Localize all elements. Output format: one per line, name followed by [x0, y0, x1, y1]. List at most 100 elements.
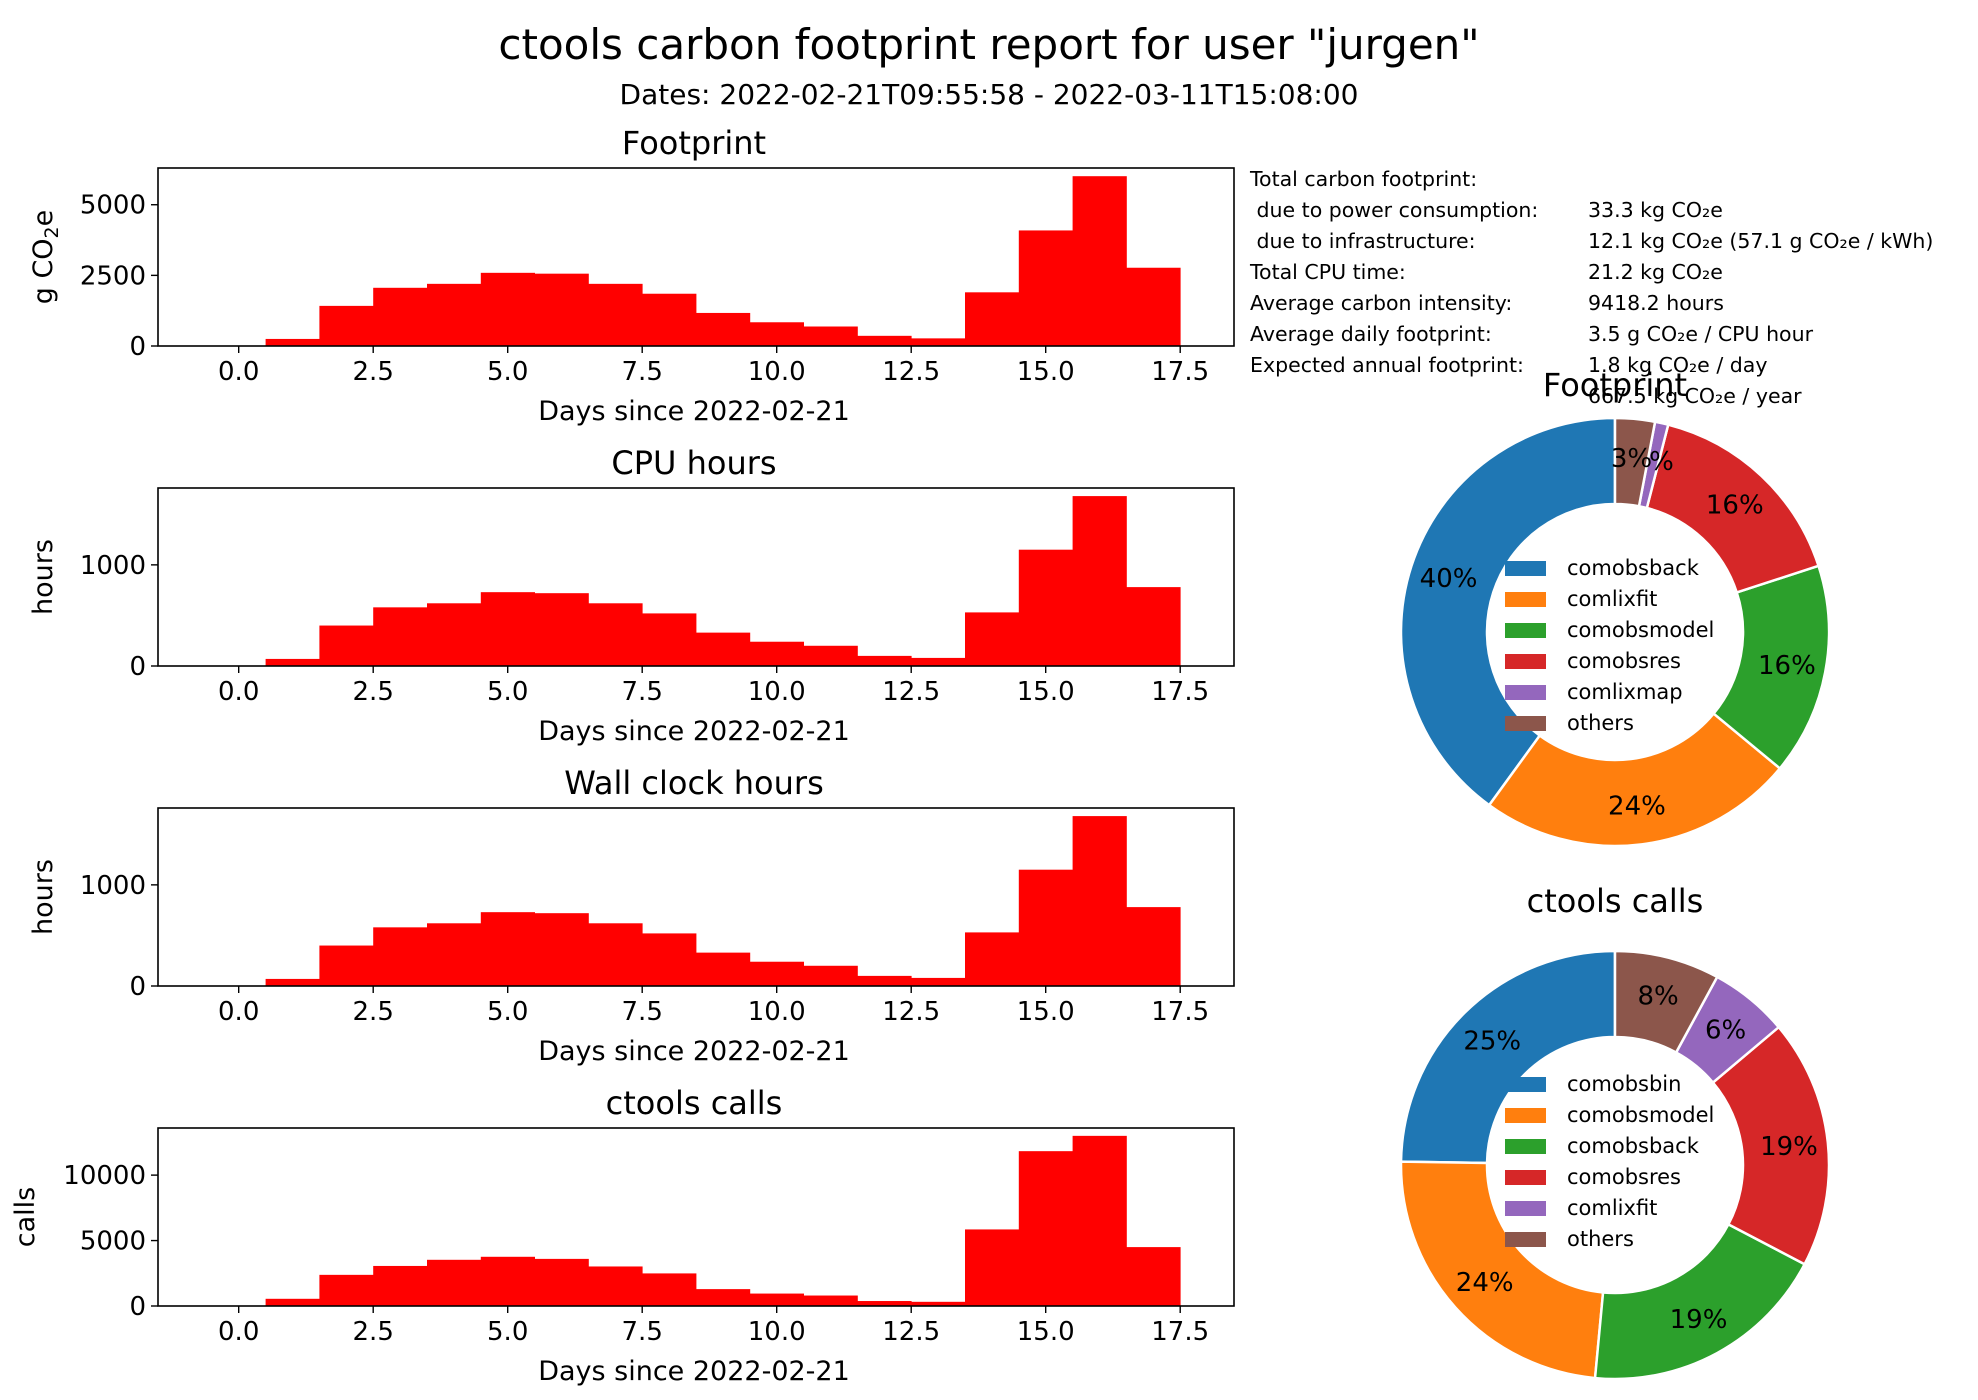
y-axis-label: hours: [28, 539, 59, 615]
summary-row-annual: Expected annual footprint: 667.5 kg CO₂e…: [1250, 319, 1802, 408]
bar: [588, 1266, 643, 1306]
bar: [1072, 496, 1127, 666]
summary-row-cpu-time: Total CPU time: 9418.2 hours: [1250, 226, 1724, 315]
summary-row-daily: Average daily footprint: 1.8 kg CO₂e / d…: [1250, 288, 1767, 377]
y-tick-label: 5000: [80, 1227, 146, 1257]
x-tick-label: 10.0: [748, 357, 806, 387]
x-tick-label: 7.5: [622, 677, 663, 707]
bar: [803, 965, 858, 986]
bar: [803, 645, 858, 666]
slice-percent-label: 8%: [1637, 981, 1678, 1011]
x-tick-label: 7.5: [622, 997, 663, 1027]
x-axis-label: Days since 2022-02-21: [538, 716, 850, 747]
summary-value: 12.1 kg CO₂e (57.1 g CO₂e / kWh): [1588, 229, 1934, 253]
slice-percent-label: 19%: [1670, 1305, 1728, 1335]
bar-chart-footprint: 0.0 2.5 5.0 7.5 10.0 12.5 15.0 17.5 0 2500 5000 Foo…: [28, 124, 1235, 427]
bar: [265, 338, 320, 346]
bar: [1126, 907, 1181, 986]
bar: [588, 603, 643, 666]
legend-label: others: [1567, 711, 1634, 735]
y-tick-label: 0: [129, 332, 146, 362]
x-tick-label: 10.0: [748, 677, 806, 707]
x-tick-label: 12.5: [882, 357, 940, 387]
y-axis-label: hours: [28, 859, 59, 935]
legend-label: comobsres: [1567, 649, 1681, 673]
x-tick-label: 5.0: [487, 357, 528, 387]
legend-swatch: [1505, 1201, 1546, 1216]
summary-label: due to infrastructure:: [1250, 229, 1476, 253]
x-tick-label: 0.0: [218, 997, 259, 1027]
bar: [265, 658, 320, 666]
y-tick-label: 0: [129, 1292, 146, 1322]
bar: [803, 326, 858, 346]
x-axis-label: Days since 2022-02-21: [538, 1036, 850, 1067]
summary-row-intensity: Average carbon intensity: 3.5 g CO₂e / C…: [1250, 257, 1813, 346]
bar: [319, 625, 374, 666]
summary-value: 9418.2 hours: [1588, 291, 1724, 315]
legend-label: comobsmodel: [1567, 618, 1714, 642]
bar: [373, 607, 428, 666]
bar: [749, 322, 804, 346]
legend-label: comobsmodel: [1567, 1103, 1714, 1127]
bar: [857, 655, 912, 666]
summary-label: Average carbon intensity:: [1250, 291, 1513, 315]
donut-slice-comobsbin: [1399, 949, 1617, 1165]
summary-label: due to power consumption:: [1250, 198, 1539, 222]
bar: [588, 923, 643, 986]
x-tick-label: 2.5: [353, 1317, 394, 1347]
legend-swatch: [1505, 1232, 1546, 1247]
y-tick-label: 0: [129, 652, 146, 682]
summary-value: 1.8 kg CO₂e / day: [1588, 353, 1768, 377]
bar: [373, 927, 428, 986]
bar-chart-wall-clock-hours: 0.0 2.5 5.0 7.5 10.0 12.5 15.0 17.5 0 1000 Wall cl…: [28, 764, 1235, 1067]
bar: [1018, 1151, 1073, 1306]
bar: [427, 1259, 482, 1306]
chart-legend: comobsback comlixfit comobsmodel comobsres c…: [1505, 556, 1714, 735]
bar: [1126, 1247, 1181, 1306]
bar: [965, 1229, 1020, 1306]
bar: [588, 283, 643, 346]
bar: [965, 612, 1020, 666]
bar: [1018, 549, 1073, 666]
legend-label: comlixfit: [1567, 587, 1657, 611]
bar: [373, 287, 428, 346]
bar: [319, 305, 374, 346]
figure-title: ctools carbon footprint report for user …: [498, 20, 1480, 69]
bar: [965, 292, 1020, 346]
figure-subtitle: Dates: 2022-02-21T09:55:58 - 2022-03-11T…: [619, 78, 1359, 111]
x-tick-label: 5.0: [487, 997, 528, 1027]
x-tick-label: 5.0: [487, 677, 528, 707]
x-tick-label: 2.5: [353, 357, 394, 387]
summary-label: Total carbon footprint:: [1250, 167, 1478, 191]
x-tick-label: 15.0: [1017, 677, 1075, 707]
legend-swatch: [1505, 654, 1546, 669]
legend-swatch: [1505, 592, 1546, 607]
chart-title: Wall clock hours: [564, 764, 823, 802]
legend-label: comobsback: [1567, 556, 1700, 580]
y-tick-label: 10000: [63, 1161, 146, 1191]
donut-slice-comobsmodel: [1399, 1160, 1605, 1380]
bar: [427, 603, 482, 666]
x-axis-label: Days since 2022-02-21: [538, 396, 850, 427]
bar: [1072, 816, 1127, 986]
summary-label: Total CPU time:: [1250, 260, 1406, 284]
bar: [427, 923, 482, 986]
bar-chart-cpu-hours: 0.0 2.5 5.0 7.5 10.0 12.5 15.0 17.5 0 1000 CPU hou…: [28, 444, 1235, 747]
bar: [857, 975, 912, 986]
slice-percent-label: 24%: [1608, 792, 1666, 822]
x-tick-label: 17.5: [1151, 997, 1209, 1027]
slice-percent-label: 16%: [1706, 490, 1764, 520]
bar: [1126, 267, 1181, 346]
legend-label: comlixfit: [1567, 1196, 1657, 1220]
summary-value: 3.5 g CO₂e / CPU hour: [1588, 322, 1814, 346]
x-tick-label: 15.0: [1017, 1317, 1075, 1347]
legend-swatch: [1505, 1077, 1546, 1092]
legend-label: comobsback: [1567, 1134, 1700, 1158]
x-tick-label: 17.5: [1151, 357, 1209, 387]
bar: [480, 1256, 535, 1306]
x-tick-label: 17.5: [1151, 1317, 1209, 1347]
bar: [642, 613, 697, 666]
bar: [857, 1301, 912, 1306]
legend-label: others: [1567, 1227, 1634, 1251]
